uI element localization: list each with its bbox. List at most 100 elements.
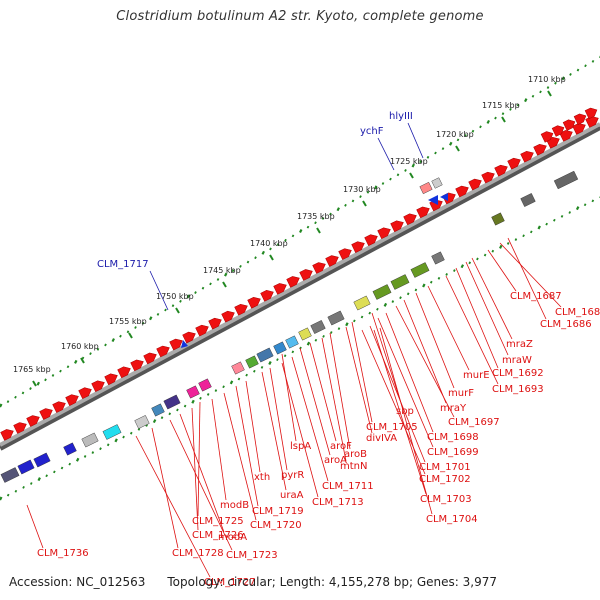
inner-tick <box>53 470 56 474</box>
reverse-gene-block <box>553 170 579 190</box>
reverse-gene-block <box>256 347 274 363</box>
inner-label-leader <box>369 325 426 463</box>
kbp-tick <box>479 125 482 129</box>
kbp-label: 1760 kbp <box>61 342 99 351</box>
forward-gene-arrow <box>104 373 118 386</box>
kbp-tick <box>516 103 520 107</box>
kbp-tick <box>134 326 137 329</box>
inner-label-leader <box>299 347 331 456</box>
inner-tick <box>506 242 510 245</box>
kbp-tick <box>51 374 55 377</box>
reverse-gene-block <box>353 295 371 311</box>
kbp-tick <box>96 347 100 351</box>
inner-gene-label: CLM_1720 <box>250 520 302 531</box>
inner-tick <box>222 385 225 389</box>
kbp-tick <box>246 260 250 264</box>
forward-gene-arrow <box>182 331 196 344</box>
inner-tick <box>91 451 95 454</box>
kbp-label: 1710 kbp <box>528 75 566 84</box>
blue-marker-arrow <box>440 193 448 201</box>
inner-tick <box>568 211 572 214</box>
inner-tick <box>237 377 241 381</box>
forward-gene-arrow <box>481 171 495 184</box>
inner-tick <box>553 218 556 222</box>
inner-tick <box>399 296 402 300</box>
blue-marker-arrow <box>428 195 438 205</box>
kbp-tick <box>471 129 475 133</box>
inner-tick <box>483 253 487 257</box>
kbp-tick <box>6 400 10 404</box>
forward-gene-arrow <box>117 366 131 379</box>
inner-label-leader <box>151 427 179 549</box>
inner-gene-label: murF <box>448 388 474 399</box>
reverse-gene-block <box>33 452 51 468</box>
kbp-tick <box>486 119 490 124</box>
inner-label-leader <box>379 327 433 515</box>
reverse-gene-block <box>163 394 181 410</box>
inner-tick <box>106 443 110 447</box>
inner-gene-label: CLM_1687 <box>510 291 562 302</box>
kbp-tick <box>554 81 557 85</box>
inner-tick <box>445 273 448 276</box>
forward-gene-arrow <box>169 338 183 351</box>
inner-gene-label: murE <box>463 370 490 381</box>
kbp-label: 1740 kbp <box>250 239 288 248</box>
forward-gene-arrow <box>221 310 235 323</box>
inner-gene-label: CLM_1705 <box>366 422 418 433</box>
kbp-tick <box>261 250 265 255</box>
inner-tick <box>391 300 395 303</box>
inner-label-leader <box>445 275 499 385</box>
kbp-tick <box>381 182 385 185</box>
outer-label-leader <box>149 270 169 311</box>
reverse-gene-block <box>151 403 165 417</box>
inner-gene-label: lspA <box>290 441 311 452</box>
forward-gene-arrow <box>540 131 554 143</box>
inner-gene-label: CLM_1686 <box>540 319 592 330</box>
inner-tick <box>314 338 318 342</box>
forward-gene-arrow <box>507 157 521 170</box>
kbp-tick <box>171 304 175 308</box>
inner-tick <box>491 249 495 253</box>
inner-label-leader <box>179 413 225 533</box>
inner-gene-label: CLM_1736 <box>37 548 89 559</box>
reverse-gene-block <box>0 467 20 483</box>
inner-label-leader <box>26 504 44 549</box>
inner-tick <box>99 447 102 451</box>
kbp-tick <box>231 269 235 273</box>
kbp-tick <box>494 116 497 120</box>
inner-tick <box>22 485 25 489</box>
inner-tick <box>476 257 479 261</box>
feature-block <box>419 181 433 195</box>
forward-gene-arrow <box>584 107 598 120</box>
kbp-tick <box>351 199 355 203</box>
kbp-tick <box>509 107 512 111</box>
reverse-gene-block <box>81 432 99 448</box>
forward-gene-arrow <box>273 283 287 295</box>
forward-gene-arrow <box>559 130 573 142</box>
kbp-label: 1755 kbp <box>109 317 147 326</box>
inner-tick <box>199 396 202 400</box>
inner-tick <box>152 419 157 424</box>
reverse-gene-block <box>491 212 505 226</box>
inner-gene-label: aroB <box>344 449 367 460</box>
inner-tick <box>414 288 418 292</box>
kbp-tick <box>14 395 17 399</box>
forward-gene-arrow <box>286 276 300 288</box>
inner-tick <box>591 199 595 203</box>
kbp-tick <box>74 359 78 364</box>
kbp-tick <box>449 141 453 146</box>
kbp-tick <box>389 177 392 181</box>
kbp-major-tick <box>501 116 506 123</box>
kbp-tick <box>359 195 362 199</box>
inner-tick <box>253 369 256 373</box>
forward-gene-arrow <box>520 150 534 163</box>
kbp-tick <box>141 321 145 325</box>
inner-tick <box>529 230 533 234</box>
inner-tick <box>522 234 525 238</box>
kbp-tick <box>434 151 437 155</box>
inner-label-leader <box>403 299 447 404</box>
forward-gene-arrow <box>39 408 53 420</box>
forward-gene-arrow <box>312 262 326 274</box>
inner-tick <box>191 399 195 404</box>
inner-label-leader <box>395 305 455 418</box>
